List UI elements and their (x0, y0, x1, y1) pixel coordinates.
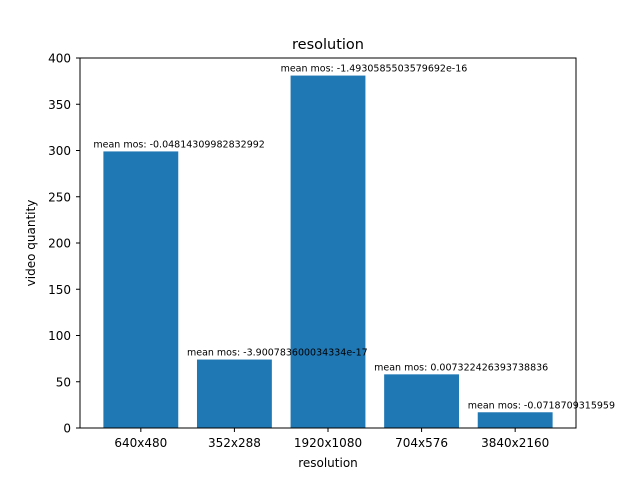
x-axis-label: resolution (298, 456, 358, 470)
chart-title: resolution (292, 37, 364, 53)
bars-group (103, 75, 553, 429)
x-tick-label: 640x480 (114, 436, 167, 450)
y-tick-label: 200 (48, 237, 71, 251)
y-tick-label: 300 (48, 144, 71, 158)
x-tick-label: 704x576 (395, 436, 448, 450)
bar-value-label: mean mos: -1.4930585503579692e-16 (281, 64, 468, 75)
y-tick-label: 350 (48, 98, 71, 112)
x-tick-label: 3840x2160 (481, 436, 549, 450)
bar-labels-group: mean mos: -0.04814309982832992 mean mos: … (93, 64, 615, 412)
y-axis-label: video quantity (24, 200, 38, 287)
bar-value-label: mean mos: -0.04814309982832992 (93, 139, 264, 150)
bar-640x480 (103, 151, 179, 429)
bar-value-label: mean mos: -3.900783600034334e-17 (187, 348, 368, 359)
y-axis-ticks: 0 50 100 150 200 250 300 350 400 (48, 52, 80, 436)
bar-3840x2160 (477, 412, 553, 428)
bar-value-label: mean mos: -0.0718709315959 (468, 400, 615, 411)
bar-352x288 (196, 359, 272, 428)
x-axis-ticks: 640x480 352x288 1920x1080 704x576 3840x2160 (114, 428, 549, 450)
y-tick-label: 150 (48, 283, 71, 297)
bar-1920x1080 (290, 75, 366, 428)
y-tick-label: 0 (63, 422, 71, 436)
x-tick-label: 1920x1080 (294, 436, 362, 450)
x-tick-label: 352x288 (208, 436, 261, 450)
y-tick-label: 250 (48, 190, 71, 204)
bar-value-label: mean mos: 0.007322426393738836 (374, 362, 548, 373)
y-tick-label: 100 (48, 329, 71, 343)
y-tick-label: 400 (48, 52, 71, 66)
y-tick-label: 50 (56, 375, 71, 389)
bar-704x576 (384, 374, 460, 428)
